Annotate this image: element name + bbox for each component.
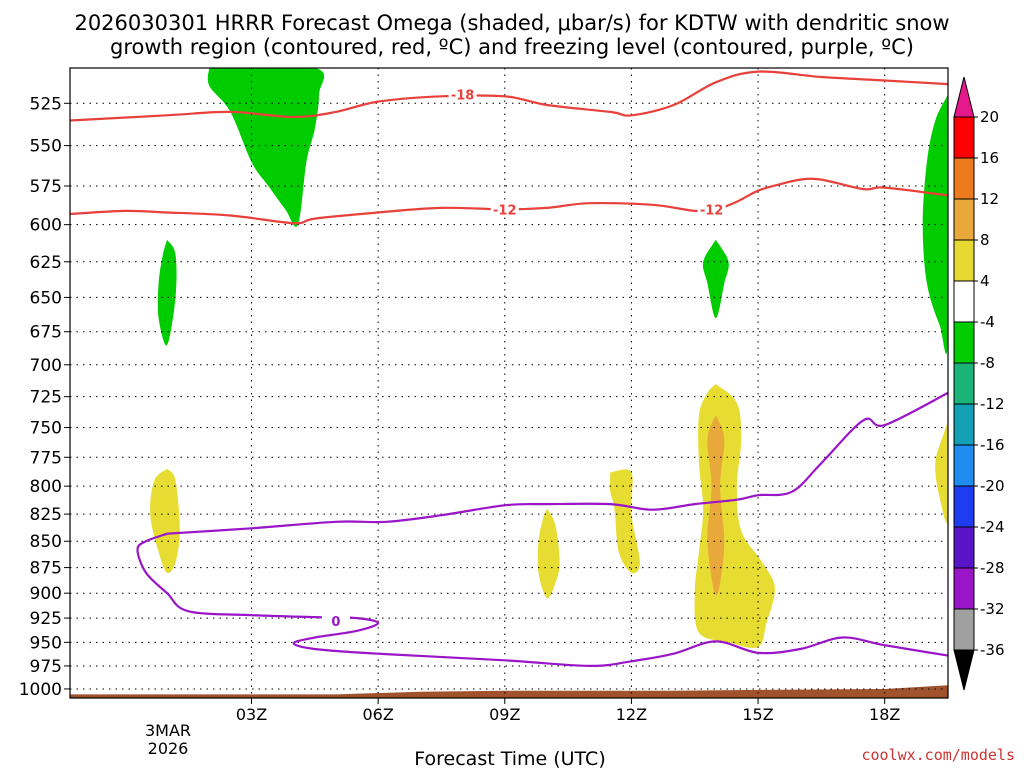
contour--18	[70, 70, 948, 122]
contour-label-bg--18-0	[448, 86, 477, 103]
omega-region-8	[707, 415, 725, 596]
omega-region-9	[935, 421, 948, 523]
y-tick-label-600: 600	[30, 216, 62, 236]
date-label-line2: 2026	[148, 739, 189, 758]
x-tick-label-06Z: 06Z	[362, 705, 393, 724]
colorbar-bottom-arrow	[953, 649, 975, 691]
y-tick-label-525: 525	[30, 94, 62, 114]
y-tick-label-775: 775	[30, 448, 62, 468]
colorbar-bin-10	[953, 526, 975, 569]
y-tick-label-950: 950	[30, 633, 62, 653]
plot-background	[70, 68, 948, 698]
y-tick-label-875: 875	[30, 559, 62, 579]
x-tick-label-15Z: 15Z	[742, 705, 773, 724]
omega-region-2	[702, 239, 729, 319]
x-tick-label-03Z: 03Z	[236, 705, 267, 724]
colorbar-bin-7	[953, 403, 975, 446]
y-tick-label-850: 850	[30, 532, 62, 552]
colorbar-bin-0	[953, 116, 975, 159]
colorbar-label-7: -12	[980, 395, 1005, 413]
colorbar-bin-5	[953, 321, 975, 364]
y-tick-label-900: 900	[30, 584, 62, 604]
colorbar-label-0: 20	[980, 108, 999, 126]
y-tick-label-550: 550	[30, 137, 62, 157]
y-tick-label-825: 825	[30, 505, 62, 525]
plot-area: -18 -12 -12 0	[69, 67, 949, 699]
colorbar-label-11: -28	[980, 559, 1005, 577]
x-axis-ticks: 03Z 06Z 09Z 12Z 15Z 18Z	[236, 698, 900, 724]
contour--12	[70, 177, 948, 225]
plot-frame	[69, 67, 949, 699]
y-tick-label-700: 700	[30, 356, 62, 376]
contour-lines	[70, 70, 948, 668]
omega-region-6	[609, 469, 640, 574]
colorbar-label-5: -4	[980, 313, 995, 331]
contour-label-bg--12-0	[490, 201, 519, 218]
colorbar-label-6: -8	[980, 354, 995, 372]
colorbar-bin-11	[953, 567, 975, 610]
colorbar-bin-3	[953, 239, 975, 282]
x-tick-label-12Z: 12Z	[616, 705, 647, 724]
chart-title-line2: growth region (contoured, red, ºC) and f…	[110, 35, 914, 59]
omega-shading	[70, 68, 948, 698]
y-tick-label-650: 650	[30, 288, 62, 308]
omega-region-4	[150, 468, 180, 574]
contour-label--18-0: -18	[451, 89, 475, 104]
x-tick-label-18Z: 18Z	[869, 705, 900, 724]
y-tick-label-800: 800	[30, 477, 62, 497]
grid-lines	[70, 68, 948, 698]
colorbar-bin-8	[953, 444, 975, 487]
colorbar-label-3: 8	[980, 231, 990, 249]
y-tick-label-575: 575	[30, 177, 62, 197]
y-tick-label-1000: 1000	[19, 680, 62, 700]
y-tick-label-975: 975	[30, 657, 62, 677]
colorbar-label-9: -20	[980, 477, 1005, 495]
y-tick-label-925: 925	[30, 609, 62, 629]
colorbar-top-arrow	[953, 76, 975, 118]
contour-label--12-0: -12	[493, 203, 517, 218]
colorbar-bin-12	[953, 608, 975, 651]
ground-surface	[70, 685, 948, 698]
chart-title-line1: 2026030301 HRRR Forecast Omega (shaded, …	[74, 11, 949, 35]
contour-label-bg--12-1	[697, 201, 726, 218]
colorbar-label-12: -32	[980, 600, 1005, 618]
colorbar-bin-4	[953, 280, 975, 323]
colorbar-bin-1	[953, 157, 975, 200]
y-axis-ticks: 525 550 575 600 625 650 675 700 725 750 775 800 825 8…	[19, 94, 70, 700]
colorbar-label-1: 16	[980, 149, 999, 167]
x-tick-label-09Z: 09Z	[489, 705, 520, 724]
colorbar-label-2: 12	[980, 190, 999, 208]
contour-0	[167, 391, 948, 535]
contour-label-bg-0-0	[321, 613, 350, 630]
colorbar-bin-2	[953, 198, 975, 241]
colorbar-label-13: -36	[980, 641, 1005, 659]
y-tick-label-675: 675	[30, 323, 62, 343]
contour-0-lower	[136, 532, 948, 668]
date-label-line1: 3MAR	[145, 721, 191, 740]
colorbar-bin-9	[953, 485, 975, 528]
colorbar-label-10: -24	[980, 518, 1005, 536]
contour-label--12-1: -12	[700, 203, 724, 218]
omega-region-5	[537, 508, 560, 599]
colorbar: 20 16 12 8 4 -4 -8 -12 -16 -20 -24 -28 -32 -36	[953, 76, 1005, 691]
colorbar-label-4: 4	[980, 272, 990, 290]
contour-labels: -18 -12 -12 0	[321, 86, 726, 630]
y-tick-label-725: 725	[30, 388, 62, 408]
y-tick-label-625: 625	[30, 253, 62, 273]
x-axis-label: Forecast Time (UTC)	[414, 748, 605, 768]
omega-region-0	[207, 68, 325, 227]
colorbar-label-8: -16	[980, 436, 1005, 454]
colorbar-bin-6	[953, 362, 975, 405]
credit-text: coolwx.com/models	[861, 746, 1015, 764]
omega-region-1	[157, 239, 177, 346]
contour-label-0-0: 0	[331, 615, 340, 630]
y-tick-label-750: 750	[30, 418, 62, 438]
